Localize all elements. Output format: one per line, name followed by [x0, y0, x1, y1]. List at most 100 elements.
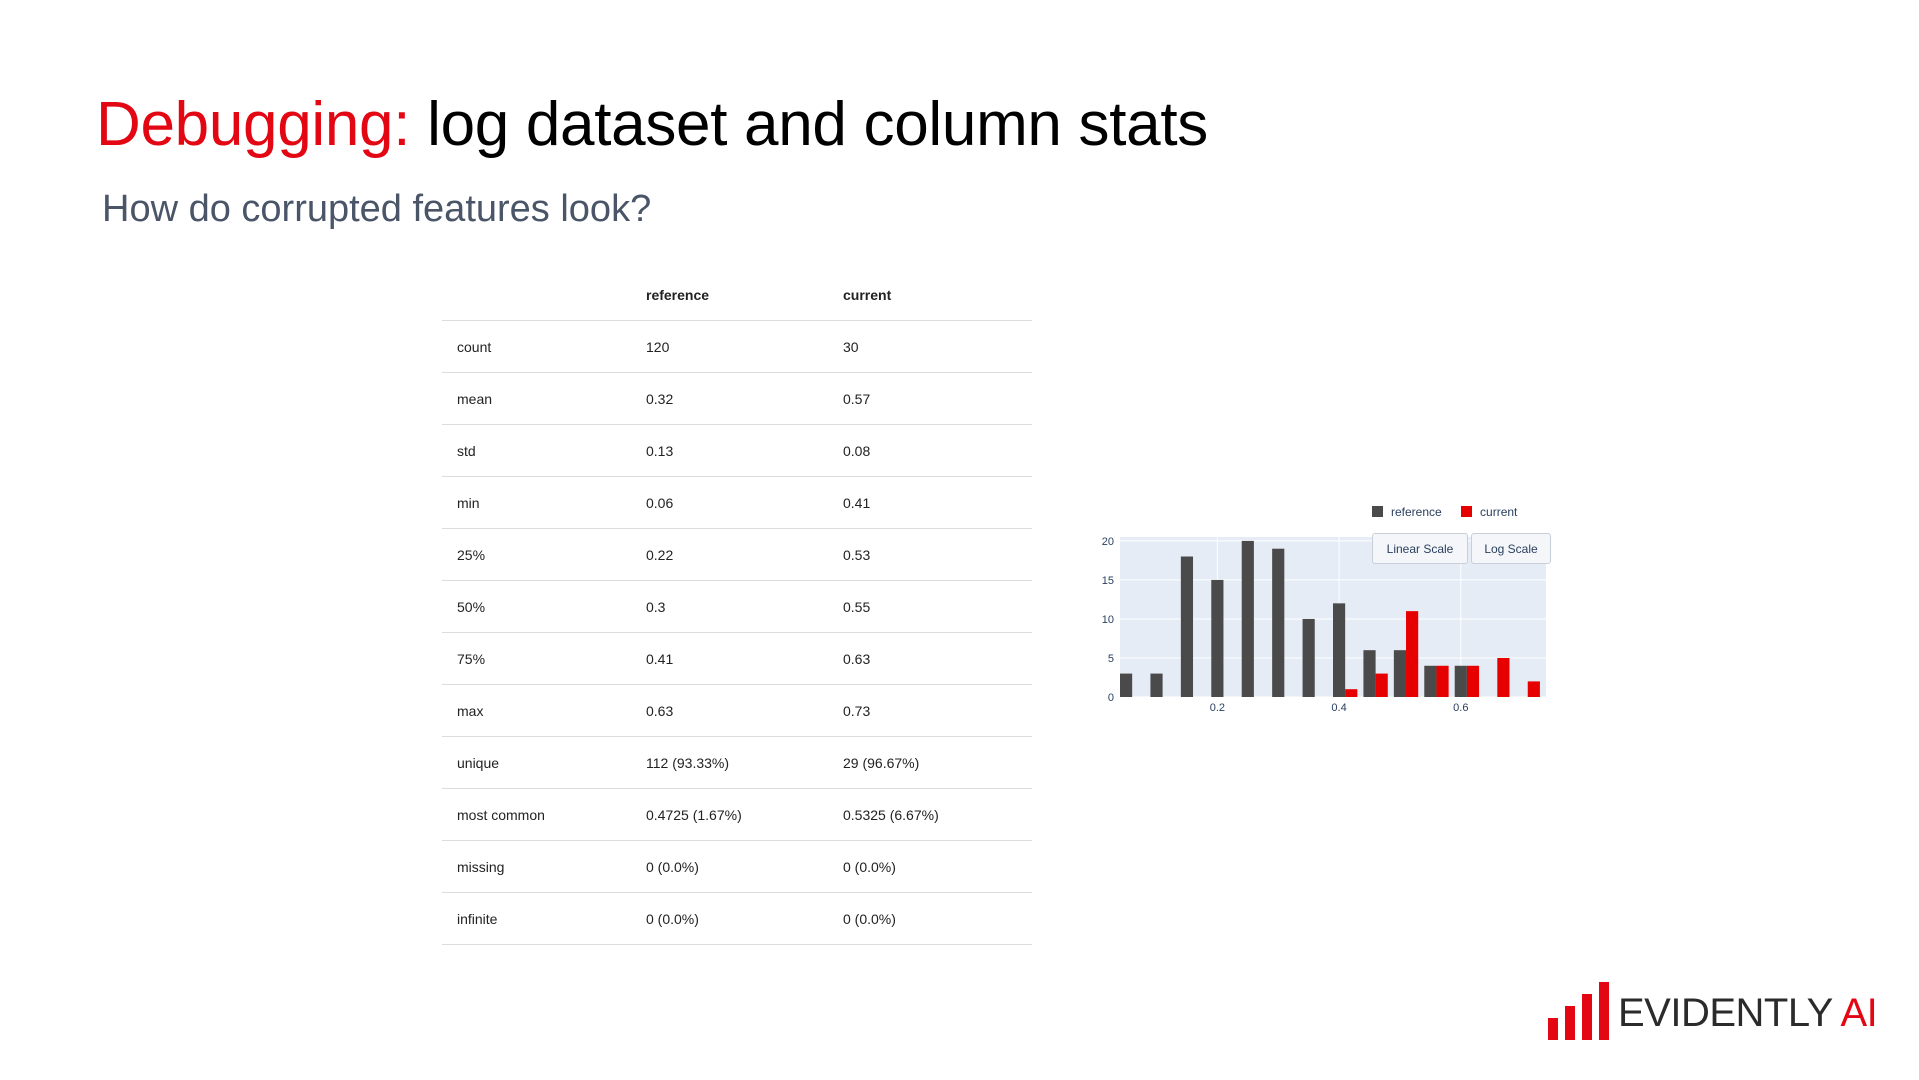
stat-name: most common: [442, 788, 631, 841]
bar-reference: [1241, 540, 1254, 697]
table-row: unique 112 (93.33%) 29 (96.67%): [442, 736, 1032, 789]
table-row: infinite 0 (0.0%) 0 (0.0%): [442, 892, 1032, 945]
reference-value: 0.3: [631, 580, 828, 633]
reference-value: 0.06: [631, 476, 828, 529]
current-value: 30: [828, 320, 1032, 373]
evidently-logo: EVIDENTLY AI: [1548, 982, 1888, 1040]
stat-name: infinite: [442, 892, 631, 945]
y-tick-label: 10: [1102, 614, 1114, 626]
bar-reference: [1424, 665, 1437, 697]
legend-item-current[interactable]: current: [1461, 505, 1517, 519]
x-tick-label: 0.6: [1453, 702, 1468, 714]
y-tick-label: 20: [1102, 536, 1114, 548]
logo-wordmark: EVIDENTLY AI: [1618, 991, 1878, 1036]
bar-reference: [1333, 603, 1346, 697]
bar-reference: [1211, 579, 1224, 697]
stat-name: std: [442, 424, 631, 477]
logo-bar: [1599, 982, 1609, 1040]
reference-value: 112 (93.33%): [631, 736, 828, 789]
table-header-row: reference current: [442, 270, 1032, 321]
logo-word-evidently: EVIDENTLY: [1618, 991, 1833, 1035]
table-row: 25% 0.22 0.53: [442, 528, 1032, 581]
table-row: most common 0.4725 (1.67%) 0.5325 (6.67%): [442, 788, 1032, 841]
current-value: 0.63: [828, 632, 1032, 685]
distribution-chart: 0 5 10 15 20 0.2 0.4 0.6 reference current Line…: [1090, 495, 1560, 720]
current-value: 0 (0.0%): [828, 840, 1032, 893]
table-row: min 0.06 0.41: [442, 476, 1032, 529]
current-value: 0.41: [828, 476, 1032, 529]
title-rest: log dataset and column stats: [427, 90, 1208, 159]
current-value: 0.08: [828, 424, 1032, 477]
stat-name: 75%: [442, 632, 631, 685]
current-value: 0.55: [828, 580, 1032, 633]
bar-reference: [1454, 665, 1467, 697]
logo-bar: [1565, 1006, 1575, 1040]
table-row: std 0.13 0.08: [442, 424, 1032, 477]
stat-name: missing: [442, 840, 631, 893]
slide-title: Debugging: log dataset and column stats: [96, 88, 1208, 162]
bar-reference: [1363, 650, 1376, 697]
stat-name: min: [442, 476, 631, 529]
legend-label-current: current: [1480, 505, 1518, 519]
stat-name: mean: [442, 372, 631, 425]
current-value: 0.57: [828, 372, 1032, 425]
reference-value: 0.41: [631, 632, 828, 685]
title-accent: Debugging:: [96, 90, 411, 159]
stat-name: max: [442, 684, 631, 737]
table-row: mean 0.32 0.57: [442, 372, 1032, 425]
y-tick-label: 15: [1102, 575, 1114, 587]
bar-reference: [1302, 618, 1315, 697]
bar-current: [1497, 657, 1510, 697]
bar-current: [1406, 611, 1419, 697]
table-header-blank: [442, 270, 631, 321]
current-value: 0 (0.0%): [828, 892, 1032, 945]
table-row: max 0.63 0.73: [442, 684, 1032, 737]
reference-value: 0.22: [631, 528, 828, 581]
current-value: 0.53: [828, 528, 1032, 581]
current-value: 0.5325 (6.67%): [828, 788, 1032, 841]
table-header-current: current: [843, 287, 892, 303]
table-row: 75% 0.41 0.63: [442, 632, 1032, 685]
stat-name: 25%: [442, 528, 631, 581]
stat-name: 50%: [442, 580, 631, 633]
reference-value: 0 (0.0%): [631, 840, 828, 893]
bar-current: [1466, 665, 1480, 697]
bar-reference: [1393, 650, 1407, 697]
reference-value: 0.13: [631, 424, 828, 477]
reference-value: 0.63: [631, 684, 828, 737]
logo-bar: [1582, 994, 1592, 1040]
histogram-svg: 0 5 10 15 20 0.2 0.4 0.6: [1102, 536, 1546, 714]
reference-value: 120: [631, 320, 828, 373]
x-tick-label: 0.4: [1331, 702, 1346, 714]
legend-item-reference[interactable]: reference: [1372, 505, 1442, 519]
y-tick-label: 5: [1108, 653, 1114, 665]
stat-name: count: [442, 320, 631, 373]
bar-reference: [1120, 673, 1133, 697]
reference-value: 0 (0.0%): [631, 892, 828, 945]
table-header-reference: reference: [646, 287, 710, 303]
x-tick-label: 0.2: [1210, 702, 1225, 714]
stat-name: unique: [442, 736, 631, 789]
current-value: 0.73: [828, 684, 1032, 737]
current-value: 29 (96.67%): [828, 736, 1032, 789]
logo-word-ai: AI: [1840, 991, 1878, 1035]
table-row: missing 0 (0.0%) 0 (0.0%): [442, 840, 1032, 893]
bar-current: [1345, 689, 1358, 697]
chart-legend: reference current: [1372, 505, 1533, 519]
legend-swatch-reference: [1372, 506, 1383, 517]
bar-reference: [1150, 673, 1163, 697]
stats-table: reference current count 120 30 mean 0.32 0.5…: [442, 270, 1032, 945]
log-scale-button[interactable]: Log Scale: [1471, 533, 1551, 564]
y-tick-label: 0: [1108, 692, 1114, 704]
logo-bar: [1548, 1018, 1558, 1040]
bar-current: [1527, 681, 1540, 697]
legend-swatch-current: [1461, 506, 1473, 517]
legend-label-reference: reference: [1391, 505, 1442, 519]
bar-current: [1375, 673, 1388, 697]
table-row: count 120 30: [442, 320, 1032, 373]
linear-scale-button[interactable]: Linear Scale: [1372, 533, 1468, 564]
table-row: 50% 0.3 0.55: [442, 580, 1032, 633]
bar-current: [1436, 665, 1449, 697]
bar-reference: [1180, 556, 1194, 697]
reference-value: 0.32: [631, 372, 828, 425]
